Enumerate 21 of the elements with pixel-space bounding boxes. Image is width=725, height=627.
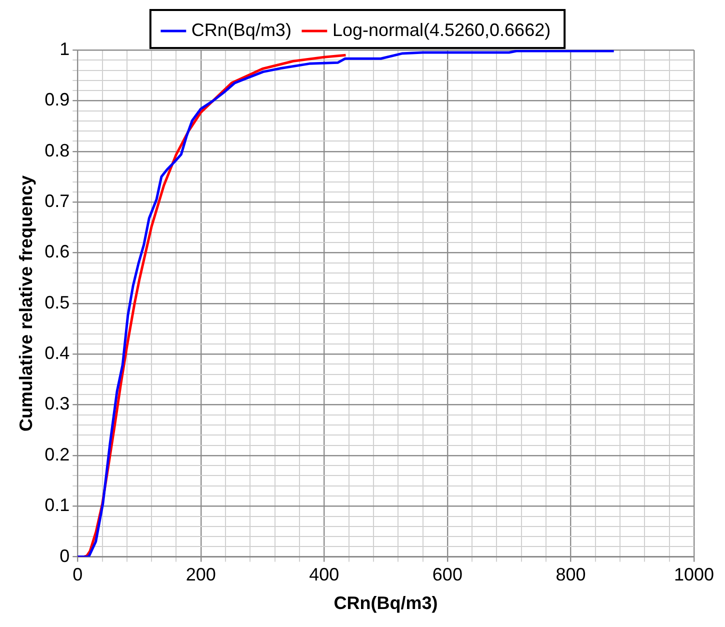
x-axis-title: CRn(Bq/m3) [334, 593, 438, 614]
y-tick-label: 0.1 [44, 495, 70, 516]
y-tick-label: 0.4 [44, 343, 70, 364]
y-tick-label: 0.7 [44, 191, 70, 212]
y-axis-title: Cumulative relative frequency [16, 175, 36, 432]
y-tick-label: 0.9 [44, 90, 70, 110]
y-tick-label: 0.8 [44, 140, 70, 160]
x-tick-label: 600 [432, 564, 462, 585]
x-tick-label: 1000 [674, 564, 714, 585]
y-tick-label: 0.6 [44, 242, 70, 262]
legend-label: CRn(Bq/m3) [191, 20, 292, 40]
legend-label: Log-normal(4.5260,0.6662) [332, 20, 551, 40]
x-tick-label: 0 [72, 564, 83, 585]
x-tick-label: 800 [556, 564, 586, 585]
x-tick-label: 200 [186, 564, 216, 585]
y-tick-label: 0 [60, 546, 70, 566]
y-tick-label: 1 [60, 38, 70, 59]
x-tick-label: 400 [309, 564, 340, 585]
y-tick-label: 0.5 [44, 292, 70, 312]
y-tick-label: 0.2 [44, 444, 70, 464]
y-tick-label: 0.3 [44, 394, 70, 414]
